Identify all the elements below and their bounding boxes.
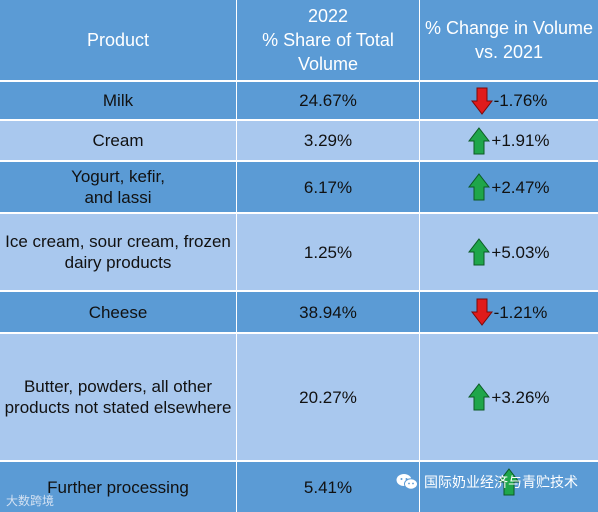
down-arrow-icon (470, 298, 493, 326)
watermark-left: 大数跨境 (6, 494, 55, 508)
share-cell: 6.17% (236, 162, 419, 212)
product-cell: Cream (92, 131, 144, 150)
share-cell: 5.41% (236, 462, 419, 512)
product-cell: Milk (102, 91, 134, 110)
down-arrow-icon (470, 87, 493, 115)
product-cell: Further processing (47, 477, 189, 497)
share-cell: 1.25% (236, 214, 419, 290)
product-cell: Ice cream, sour cream, frozen dairy prod… (5, 232, 231, 272)
table-row: Ice cream, sour cream, frozen dairy prod… (0, 212, 598, 290)
table-row: Further processing 5.41% (0, 460, 598, 512)
change-cell: +1.91% (419, 121, 598, 160)
change-cell: +3.26% (419, 334, 598, 460)
product-cell: Yogurt, kefir, and lassi (71, 167, 165, 207)
product-cell: Butter, powders, all other products not … (4, 377, 232, 417)
table-row: Cream 3.29% +1.91% (0, 119, 598, 160)
change-cell: +2.47% (419, 162, 598, 212)
wechat-icon (396, 474, 418, 490)
change-cell: -1.21% (419, 292, 598, 332)
up-arrow-icon (468, 238, 491, 266)
table-row: Milk 24.67% -1.76% (0, 80, 598, 119)
header-share: 2022 % Share of Total Volume (236, 0, 419, 80)
table-row: Cheese 38.94% -1.21% (0, 290, 598, 332)
share-cell: 3.29% (236, 121, 419, 160)
header-change: % Change in Volume vs. 2021 (419, 0, 598, 80)
header-product: Product (86, 30, 150, 50)
up-arrow-icon (468, 383, 491, 411)
change-cell: +5.03% (419, 214, 598, 290)
up-arrow-icon (497, 468, 520, 496)
table-header-row: Product 2022 % Share of Total Volume % C… (0, 0, 598, 80)
up-arrow-icon (468, 173, 491, 201)
table-row: Yogurt, kefir, and lassi 6.17% +2.47% (0, 160, 598, 212)
share-cell: 24.67% (236, 82, 419, 119)
change-cell (419, 462, 598, 512)
up-arrow-icon (468, 126, 491, 154)
table-row: Butter, powders, all other products not … (0, 332, 598, 460)
product-cell: Cheese (88, 302, 148, 322)
watermark-right: 国际奶业经济与青贮技术 (396, 472, 578, 492)
change-cell: -1.76% (419, 82, 598, 119)
share-cell: 20.27% (236, 334, 419, 460)
share-cell: 38.94% (236, 292, 419, 332)
